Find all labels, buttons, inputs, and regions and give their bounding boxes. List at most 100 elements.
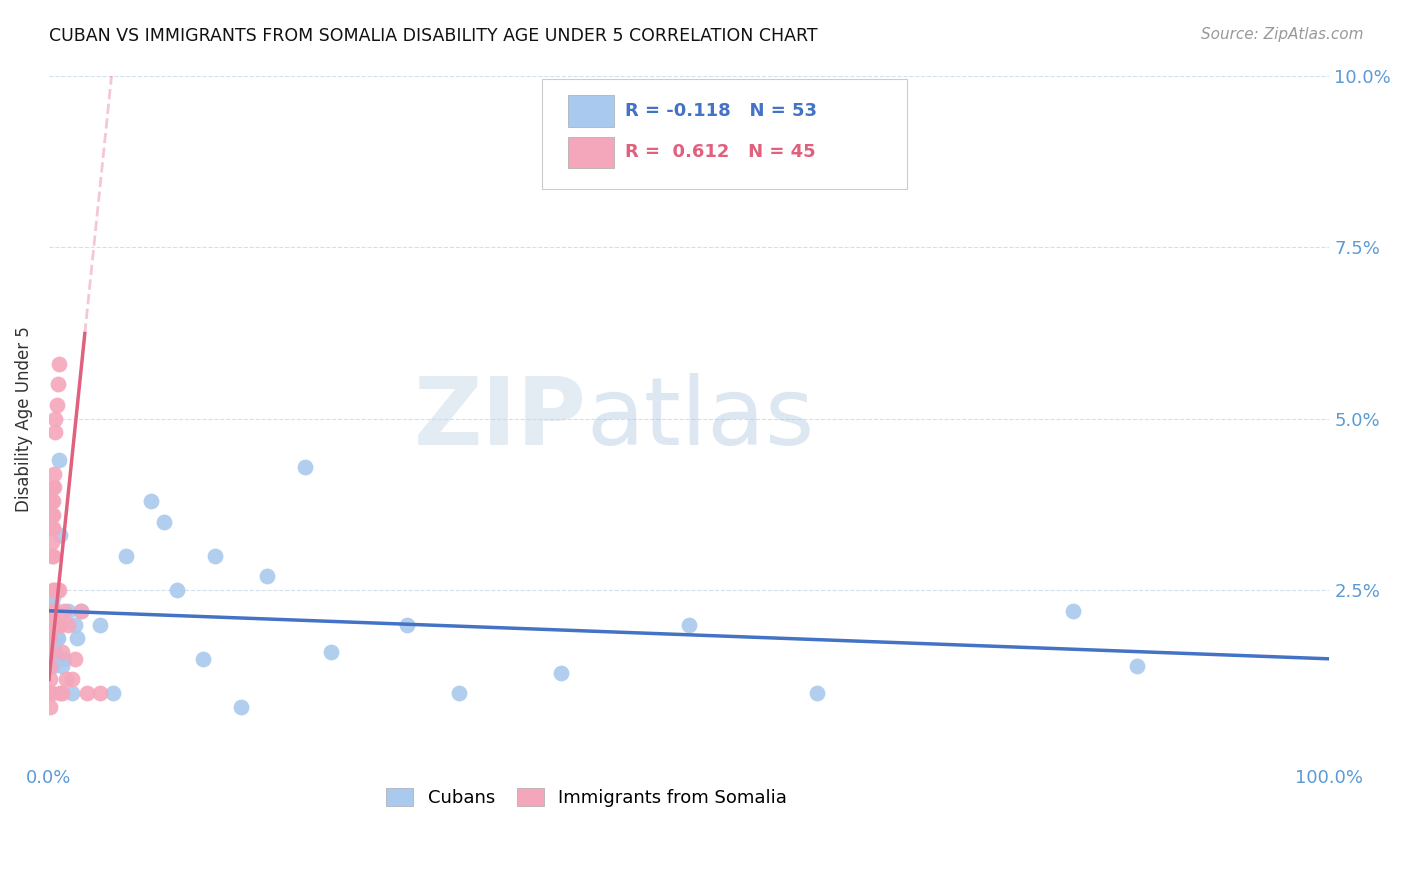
- Point: [42, 645, 65, 659]
- Text: atlas: atlas: [586, 373, 815, 465]
- Text: CUBAN VS IMMIGRANTS FROM SOMALIA DISABILITY AGE UNDER 5 CORRELATION CHART: CUBAN VS IMMIGRANTS FROM SOMALIA DISABIL…: [49, 27, 818, 45]
- Point: [56, 604, 79, 618]
- Point: [60, 673, 83, 687]
- Point: [550, 665, 572, 680]
- Point: [294, 459, 316, 474]
- Point: [46, 632, 69, 646]
- FancyBboxPatch shape: [568, 95, 613, 127]
- Point: [42, 521, 65, 535]
- Point: [41, 686, 63, 700]
- Point: [89, 617, 111, 632]
- Point: [46, 617, 69, 632]
- Point: [1126, 658, 1149, 673]
- Point: [42, 583, 65, 598]
- Point: [41, 508, 63, 522]
- Point: [42, 494, 65, 508]
- Point: [396, 617, 419, 632]
- Point: [678, 617, 700, 632]
- Point: [45, 632, 67, 646]
- Point: [48, 583, 70, 598]
- FancyBboxPatch shape: [541, 79, 907, 189]
- Point: [191, 652, 214, 666]
- Point: [41, 549, 63, 563]
- Point: [42, 480, 65, 494]
- Point: [41, 638, 63, 652]
- Point: [53, 604, 76, 618]
- Point: [42, 617, 65, 632]
- Point: [39, 604, 62, 618]
- Point: [51, 658, 73, 673]
- Point: [51, 686, 73, 700]
- Point: [44, 411, 66, 425]
- Point: [39, 632, 62, 646]
- Point: [48, 357, 70, 371]
- Point: [42, 590, 65, 604]
- Point: [141, 494, 163, 508]
- Legend: Cubans, Immigrants from Somalia: Cubans, Immigrants from Somalia: [380, 780, 794, 814]
- Point: [39, 617, 62, 632]
- Point: [46, 377, 69, 392]
- Point: [41, 535, 63, 549]
- Point: [41, 624, 63, 639]
- Point: [41, 494, 63, 508]
- Point: [49, 617, 72, 632]
- Point: [42, 583, 65, 598]
- Y-axis label: Disability Age Under 5: Disability Age Under 5: [15, 326, 32, 512]
- Point: [42, 658, 65, 673]
- Point: [447, 686, 470, 700]
- Point: [45, 583, 67, 598]
- Point: [70, 604, 93, 618]
- Point: [101, 686, 124, 700]
- Point: [114, 549, 136, 563]
- Point: [42, 632, 65, 646]
- Point: [204, 549, 226, 563]
- Point: [51, 645, 73, 659]
- Point: [48, 452, 70, 467]
- Point: [60, 686, 83, 700]
- Point: [166, 583, 188, 598]
- Point: [44, 617, 66, 632]
- Point: [46, 617, 69, 632]
- Point: [42, 645, 65, 659]
- Point: [70, 604, 93, 618]
- Point: [45, 398, 67, 412]
- Point: [44, 632, 66, 646]
- Point: [66, 632, 89, 646]
- Point: [63, 617, 86, 632]
- Point: [42, 632, 65, 646]
- Point: [42, 480, 65, 494]
- Point: [42, 604, 65, 618]
- Point: [76, 686, 98, 700]
- Point: [41, 652, 63, 666]
- Text: Source: ZipAtlas.com: Source: ZipAtlas.com: [1201, 27, 1364, 42]
- Point: [44, 645, 66, 659]
- Point: [53, 652, 76, 666]
- Point: [39, 645, 62, 659]
- Point: [1062, 604, 1084, 618]
- Point: [42, 467, 65, 481]
- Point: [39, 604, 62, 618]
- Point: [229, 699, 252, 714]
- Point: [319, 645, 342, 659]
- Text: ZIP: ZIP: [413, 373, 586, 465]
- Point: [41, 521, 63, 535]
- Point: [42, 617, 65, 632]
- Point: [39, 632, 62, 646]
- Point: [56, 617, 79, 632]
- Point: [49, 686, 72, 700]
- Point: [39, 658, 62, 673]
- Point: [45, 617, 67, 632]
- Point: [41, 610, 63, 624]
- Point: [39, 617, 62, 632]
- Point: [44, 617, 66, 632]
- Point: [39, 673, 62, 687]
- Point: [39, 686, 62, 700]
- FancyBboxPatch shape: [568, 136, 613, 169]
- Point: [39, 699, 62, 714]
- Point: [256, 569, 278, 583]
- Point: [39, 645, 62, 659]
- Point: [89, 686, 111, 700]
- Point: [42, 604, 65, 618]
- Point: [55, 673, 77, 687]
- Point: [806, 686, 828, 700]
